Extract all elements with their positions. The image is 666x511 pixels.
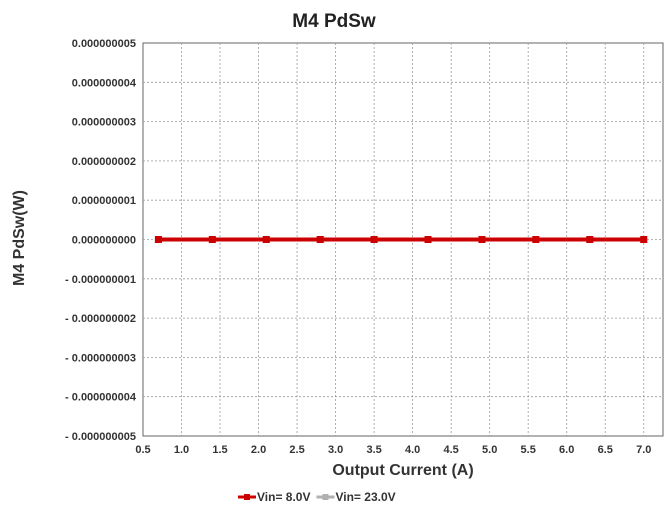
y-tick-label: - 0.000000002 xyxy=(65,313,136,325)
data-point xyxy=(478,236,486,243)
data-point xyxy=(154,236,162,243)
x-tick-label: 1.0 xyxy=(174,444,189,456)
x-tick-label: 3.0 xyxy=(328,444,343,456)
y-tick-label: 0.000000002 xyxy=(72,156,136,168)
data-point xyxy=(532,236,540,243)
legend-marker xyxy=(322,494,329,500)
x-tick-label: 4.5 xyxy=(443,444,458,456)
x-tick-label: 6.5 xyxy=(598,444,613,456)
y-axis-title: M4 PdSw(W) xyxy=(11,190,28,286)
y-tick-label: 0.000000003 xyxy=(72,117,136,129)
x-tick-label: 4.0 xyxy=(405,444,420,456)
y-tick-label: - 0.000000001 xyxy=(65,274,136,286)
legend-item: Vin= 8.0V xyxy=(238,490,310,504)
x-tick-label: 5.0 xyxy=(482,444,497,456)
legend-label: Vin= 8.0V xyxy=(257,490,310,504)
data-point xyxy=(640,236,648,243)
legend-label: Vin= 23.0V xyxy=(335,490,395,504)
legend-item: Vin= 23.0V xyxy=(316,490,396,504)
y-axis-ticks: 0.000000005 0.000000004 0.000000003 0.00000… xyxy=(65,38,137,443)
data-point xyxy=(586,236,594,243)
x-tick-label: 6.0 xyxy=(559,444,574,456)
x-tick-label: 5.5 xyxy=(521,444,536,456)
y-tick-label: 0.000000001 xyxy=(72,195,136,207)
x-axis-ticks: 0.5 1.0 1.5 2.0 2.5 3.0 3.5 4.0 4.5 5.0 5.5 6.0 6.5 7… xyxy=(135,444,651,456)
legend-marker xyxy=(244,494,250,500)
x-tick-label: 7.0 xyxy=(636,444,651,456)
series xyxy=(154,236,648,243)
x-tick-label: 1.5 xyxy=(212,444,227,456)
data-point xyxy=(370,236,378,243)
x-tick-label: 2.5 xyxy=(289,444,304,456)
y-tick-label: 0.000000000 xyxy=(72,235,136,247)
y-tick-label: - 0.000000005 xyxy=(65,431,136,443)
x-tick-label: 3.5 xyxy=(366,444,381,456)
series-layer xyxy=(154,236,648,243)
y-tick-label: - 0.000000003 xyxy=(65,352,136,364)
data-point xyxy=(424,236,432,243)
data-point xyxy=(262,236,270,243)
chart-title: M4 PdSw xyxy=(292,11,376,32)
x-axis-title: Output Current (A) xyxy=(332,462,473,479)
y-tick-label: 0.000000005 xyxy=(72,38,136,50)
legend: Vin= 8.0V Vin= 23.0V xyxy=(238,490,396,504)
x-tick-label: 0.5 xyxy=(135,444,150,456)
data-point xyxy=(316,236,324,243)
y-tick-label: - 0.000000004 xyxy=(65,392,137,404)
data-point xyxy=(208,236,216,243)
x-tick-label: 2.0 xyxy=(251,444,266,456)
y-tick-label: 0.000000004 xyxy=(72,77,137,89)
